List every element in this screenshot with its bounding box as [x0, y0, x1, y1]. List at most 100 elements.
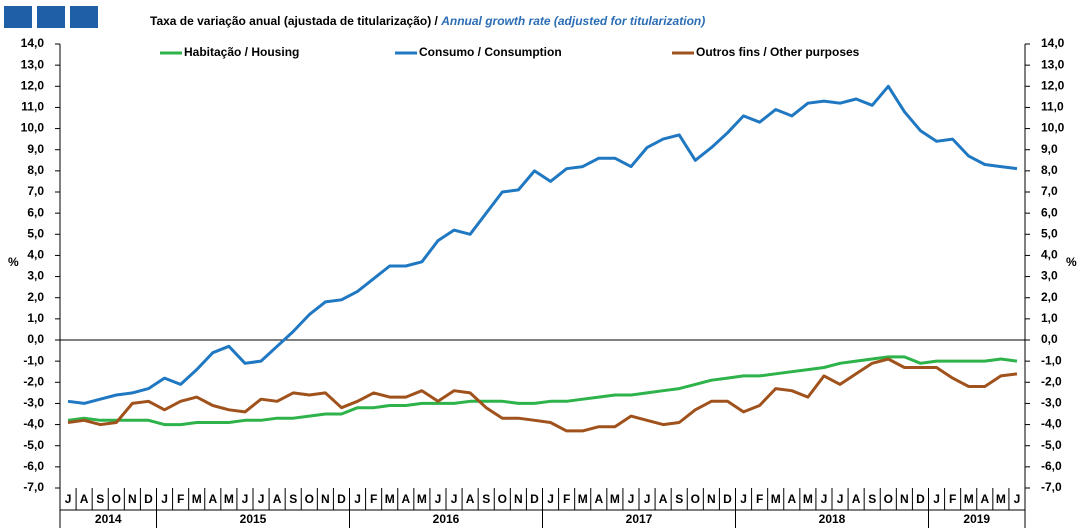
x-tick-label: J — [354, 492, 361, 506]
title-pt: Taxa de variação anual (ajustada de titu… — [150, 14, 441, 28]
x-tick-label: N — [321, 492, 330, 506]
y-tick-label: 2,0 — [1041, 290, 1058, 304]
y-tick-label: -6,0 — [23, 459, 44, 473]
x-tick-label: A — [208, 492, 217, 506]
x-tick-label: S — [482, 492, 490, 506]
x-tick-label: M — [192, 492, 202, 506]
y-tick-label: 11,0 — [21, 100, 44, 114]
x-tick-label: O — [498, 492, 507, 506]
y-tick-label: 0,0 — [1041, 332, 1058, 346]
x-tick-label: N — [514, 492, 523, 506]
y-tick-label: 13,0 — [21, 57, 45, 71]
x-tick-label: M — [771, 492, 781, 506]
y-tick-label: -1,0 — [1041, 353, 1062, 367]
x-tick-label: D — [337, 492, 346, 506]
y-tick-label: 6,0 — [1041, 205, 1058, 219]
x-tick-label: J — [435, 492, 442, 506]
series-line — [67, 357, 1018, 433]
x-tick-label: O — [305, 492, 314, 506]
year-label: 2017 — [626, 512, 653, 526]
legend-label: Habitação / Housing — [184, 45, 299, 59]
x-tick-label: J — [837, 492, 844, 506]
x-tick-label: J — [258, 492, 265, 506]
y-tick-label: 5,0 — [1041, 226, 1058, 240]
x-tick-label: J — [644, 492, 651, 506]
x-tick-label: M — [964, 492, 974, 506]
series-line — [67, 84, 1018, 405]
x-tick-label: M — [610, 492, 620, 506]
x-tick-label: A — [659, 492, 668, 506]
y-tick-label: 1,0 — [27, 311, 44, 325]
x-tick-label: J — [242, 492, 249, 506]
x-tick-label: M — [803, 492, 813, 506]
x-tick-label: J — [628, 492, 635, 506]
y-tick-label: 14,0 — [21, 36, 45, 50]
y-tick-label: 12,0 — [1041, 78, 1065, 92]
x-tick-label: M — [578, 492, 588, 506]
x-tick-label: N — [128, 492, 137, 506]
y-tick-label: 5,0 — [27, 226, 44, 240]
x-tick-label: A — [401, 492, 410, 506]
y-tick-label: 9,0 — [1041, 142, 1058, 156]
y-tick-label: -5,0 — [23, 438, 44, 452]
x-tick-label: S — [868, 492, 876, 506]
x-tick-label: O — [884, 492, 893, 506]
y-tick-label: -6,0 — [1041, 459, 1062, 473]
year-label: 2015 — [240, 512, 267, 526]
y-tick-label: 6,0 — [27, 205, 44, 219]
y-tick-label: 3,0 — [27, 269, 44, 283]
y-tick-label: -4,0 — [1041, 417, 1062, 431]
y-tick-label: 7,0 — [1041, 184, 1058, 198]
x-tick-label: D — [144, 492, 153, 506]
y-axis-label: % — [1066, 255, 1077, 269]
x-tick-label: S — [289, 492, 297, 506]
y-tick-label: 4,0 — [27, 248, 44, 262]
y-tick-label: -5,0 — [1041, 438, 1062, 452]
logo-block — [37, 6, 65, 28]
x-tick-label: J — [451, 492, 458, 506]
x-tick-label: A — [594, 492, 603, 506]
y-tick-label: 12,0 — [21, 78, 45, 92]
x-tick-label: D — [723, 492, 732, 506]
x-tick-label: N — [900, 492, 909, 506]
x-tick-label: F — [756, 492, 763, 506]
y-tick-label: 13,0 — [1041, 57, 1065, 71]
year-label: 2014 — [95, 512, 122, 526]
legend-label: Consumo / Consumption — [419, 45, 562, 59]
y-tick-label: 10,0 — [1041, 121, 1065, 135]
y-tick-label: 4,0 — [1041, 248, 1058, 262]
year-label: 2016 — [433, 512, 460, 526]
y-tick-label: -4,0 — [23, 417, 44, 431]
x-tick-label: J — [740, 492, 747, 506]
y-tick-label: -7,0 — [23, 480, 44, 494]
x-tick-label: A — [273, 492, 282, 506]
x-tick-label: F — [563, 492, 570, 506]
y-tick-label: 14,0 — [1041, 36, 1065, 50]
title-en: Annual growth rate (adjusted for titular… — [440, 14, 705, 28]
chart-title: Taxa de variação anual (ajustada de titu… — [150, 14, 705, 28]
y-tick-label: 2,0 — [27, 290, 44, 304]
x-tick-label: N — [707, 492, 716, 506]
x-tick-label: J — [821, 492, 828, 506]
x-tick-label: A — [787, 492, 796, 506]
x-tick-label: A — [852, 492, 861, 506]
logo-block — [4, 6, 32, 28]
x-tick-label: S — [96, 492, 104, 506]
x-tick-label: M — [224, 492, 234, 506]
x-tick-label: J — [161, 492, 168, 506]
x-tick-label: D — [530, 492, 539, 506]
x-tick-label: A — [466, 492, 475, 506]
x-tick-label: M — [996, 492, 1006, 506]
y-tick-label: 11,0 — [1041, 100, 1064, 114]
logo-block — [70, 6, 98, 28]
y-tick-label: 8,0 — [1041, 163, 1058, 177]
x-tick-label: J — [547, 492, 554, 506]
y-tick-label: -2,0 — [1041, 374, 1062, 388]
series-line — [67, 355, 1018, 427]
x-tick-label: F — [949, 492, 956, 506]
x-tick-label: M — [417, 492, 427, 506]
y-tick-label: -2,0 — [23, 374, 44, 388]
year-label: 2018 — [819, 512, 846, 526]
year-label: 2019 — [963, 512, 990, 526]
